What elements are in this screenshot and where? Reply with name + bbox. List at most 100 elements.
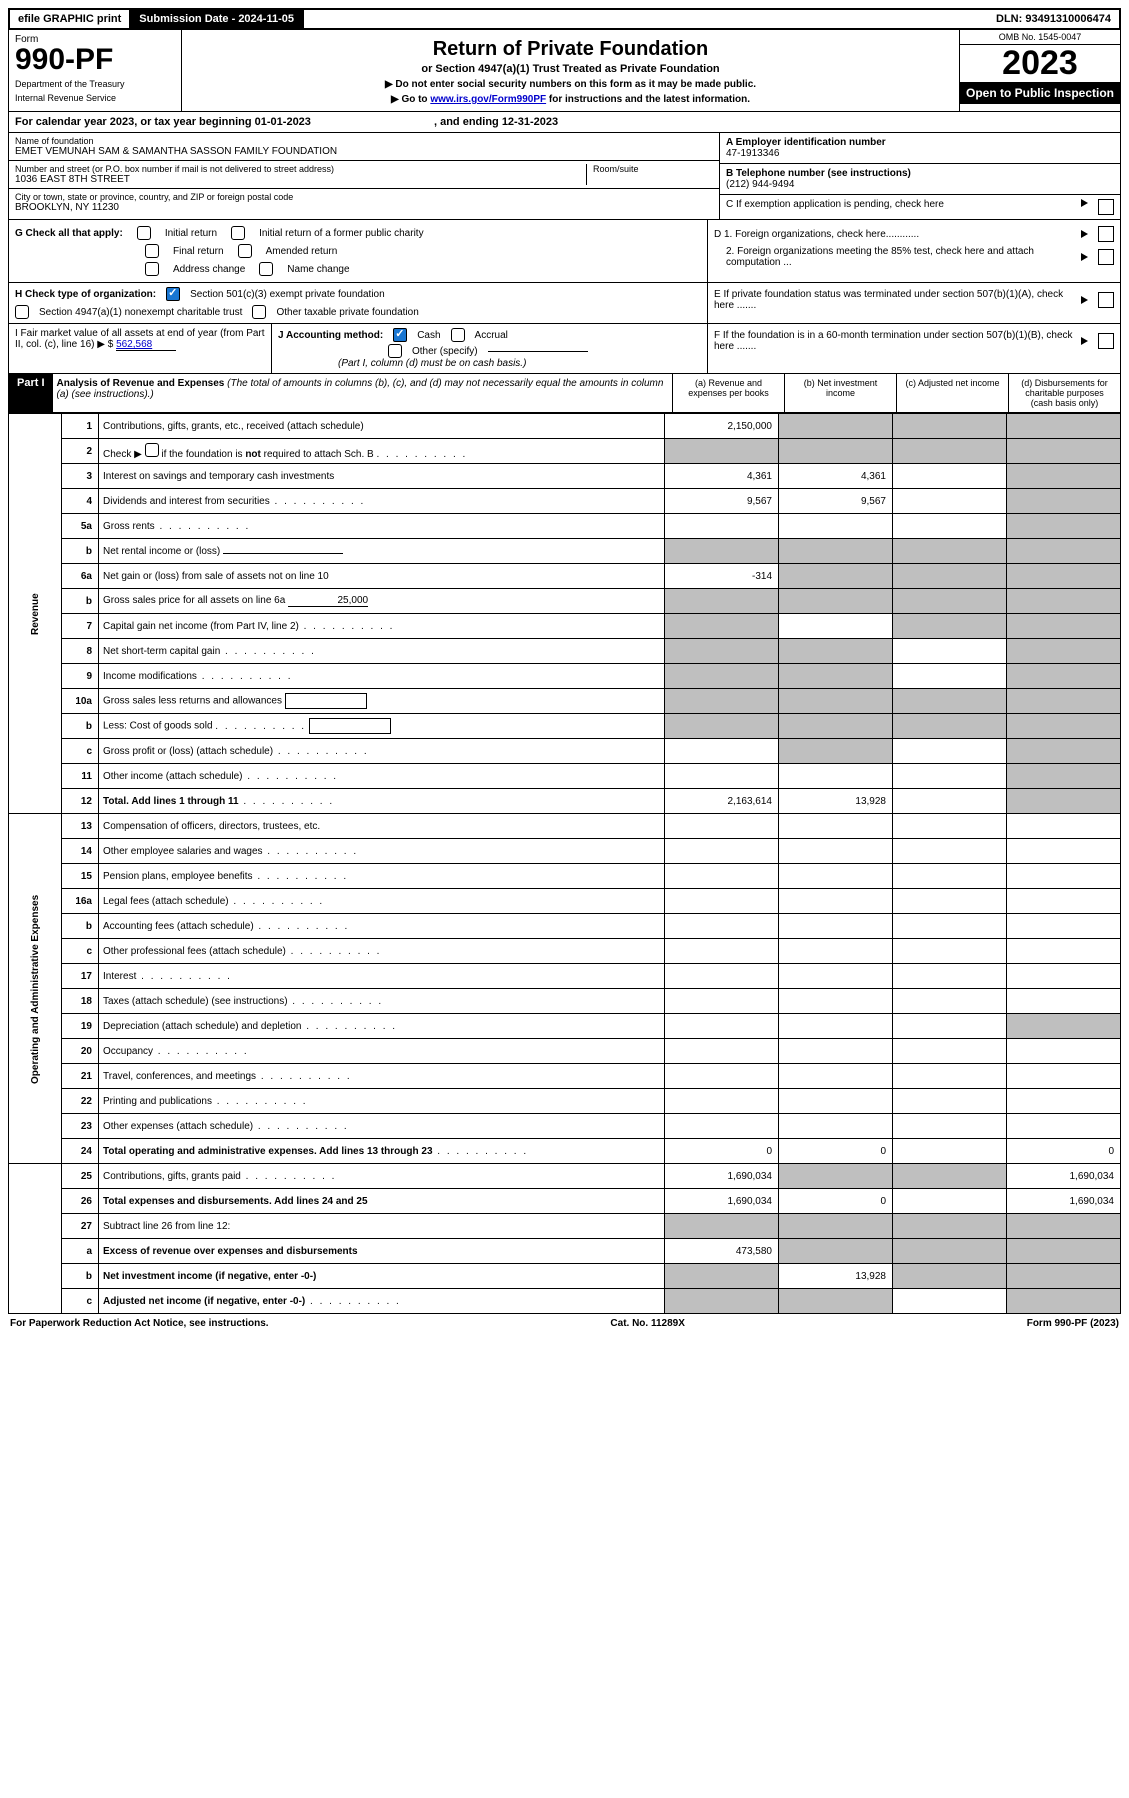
row-num: 8 xyxy=(62,639,99,664)
table-row: b Gross sales price for all assets on li… xyxy=(9,589,1121,614)
g-o3: Final return xyxy=(173,246,224,257)
table-row: 18Taxes (attach schedule) (see instructi… xyxy=(9,989,1121,1014)
h-e-row: H Check type of organization: Section 50… xyxy=(8,283,1121,324)
d1-checkbox[interactable] xyxy=(1098,226,1114,242)
row-desc: Gross sales price for all assets on line… xyxy=(99,589,665,614)
arrow-icon xyxy=(1081,296,1088,304)
row-num: 24 xyxy=(62,1139,99,1164)
row-desc: Capital gain net income (from Part IV, l… xyxy=(99,614,665,639)
row-num: 19 xyxy=(62,1014,99,1039)
row-amt-b: 0 xyxy=(779,1139,893,1164)
row-desc: Net investment income (if negative, ente… xyxy=(99,1264,665,1289)
row-desc: Total operating and administrative expen… xyxy=(99,1139,665,1164)
expenses-side-label: Operating and Administrative Expenses xyxy=(9,814,62,1164)
part1-table: Revenue 1 Contributions, gifts, grants, … xyxy=(8,413,1121,1314)
c-checkbox[interactable] xyxy=(1098,199,1114,215)
addr-value: 1036 EAST 8TH STREET xyxy=(15,174,586,185)
omb-label: OMB No. 1545-0047 xyxy=(960,30,1120,45)
g-final-checkbox[interactable] xyxy=(145,244,159,258)
schb-checkbox[interactable] xyxy=(145,443,159,457)
calendar-year-row: For calendar year 2023, or tax year begi… xyxy=(8,112,1121,133)
h-4947-checkbox[interactable] xyxy=(15,305,29,319)
part1-label: Part I xyxy=(9,374,53,412)
i-value[interactable]: 562,568 xyxy=(116,339,176,351)
table-row: c Adjusted net income (if negative, ente… xyxy=(9,1289,1121,1314)
foundation-name-cell: Name of foundation EMET VEMUNAH SAM & SA… xyxy=(9,133,719,161)
j-accrual-checkbox[interactable] xyxy=(451,328,465,342)
g-address-checkbox[interactable] xyxy=(145,262,159,276)
table-row: 22Printing and publications xyxy=(9,1089,1121,1114)
form-header: Form 990-PF Department of the Treasury I… xyxy=(8,30,1121,112)
g-initial-checkbox[interactable] xyxy=(137,226,151,240)
h-o2: Section 4947(a)(1) nonexempt charitable … xyxy=(39,307,242,318)
row-desc: Interest on savings and temporary cash i… xyxy=(99,464,665,489)
row-num: c xyxy=(62,939,99,964)
table-row: 14Other employee salaries and wages xyxy=(9,839,1121,864)
section-j: J Accounting method: Cash Accrual Other … xyxy=(272,324,707,373)
arrow-icon xyxy=(1081,337,1088,345)
row-desc: Net short-term capital gain xyxy=(99,639,665,664)
row-num: c xyxy=(62,739,99,764)
section-d: D 1. Foreign organizations, check here..… xyxy=(707,220,1120,282)
info-grid: Name of foundation EMET VEMUNAH SAM & SA… xyxy=(8,133,1121,220)
col-c-header: (c) Adjusted net income xyxy=(896,374,1008,412)
h-other-checkbox[interactable] xyxy=(252,305,266,319)
row-desc: Net gain or (loss) from sale of assets n… xyxy=(99,564,665,589)
row-desc: Occupancy xyxy=(99,1039,665,1064)
form990pf-link[interactable]: www.irs.gov/Form990PF xyxy=(430,94,546,105)
form-subtitle: or Section 4947(a)(1) Trust Treated as P… xyxy=(188,63,953,75)
g-initial-former-checkbox[interactable] xyxy=(231,226,245,240)
row-num: 12 xyxy=(62,789,99,814)
h-o3: Other taxable private foundation xyxy=(276,307,418,318)
part1-desc: Analysis of Revenue and Expenses (The to… xyxy=(53,374,672,412)
row-desc: Other income (attach schedule) xyxy=(99,764,665,789)
row-desc: Taxes (attach schedule) (see instruction… xyxy=(99,989,665,1014)
row-amt-a: 473,580 xyxy=(665,1239,779,1264)
footer-right: Form 990-PF (2023) xyxy=(1027,1318,1119,1329)
j-lead: J Accounting method: xyxy=(278,330,383,341)
arrow-icon xyxy=(1081,199,1088,207)
row-amt-b: 4,361 xyxy=(779,464,893,489)
row-num: b xyxy=(62,714,99,739)
section-h: H Check type of organization: Section 50… xyxy=(9,283,707,323)
row-desc: Net rental income or (loss) xyxy=(99,539,665,564)
row-desc: Travel, conferences, and meetings xyxy=(99,1064,665,1089)
g-lead: G Check all that apply: xyxy=(15,228,123,239)
g-o4: Amended return xyxy=(266,246,338,257)
revenue-side-label: Revenue xyxy=(9,414,62,814)
row-amt-b xyxy=(779,414,893,439)
row-num: 4 xyxy=(62,489,99,514)
e-checkbox[interactable] xyxy=(1098,292,1114,308)
g-name-checkbox[interactable] xyxy=(259,262,273,276)
phone-value: (212) 944-9494 xyxy=(726,179,911,190)
row-desc: Total expenses and disbursements. Add li… xyxy=(99,1189,665,1214)
col-d-header: (d) Disbursements for charitable purpose… xyxy=(1008,374,1120,412)
row-num: 13 xyxy=(62,814,99,839)
table-row: 6a Net gain or (loss) from sale of asset… xyxy=(9,564,1121,589)
row-desc: Income modifications xyxy=(99,664,665,689)
f-checkbox[interactable] xyxy=(1098,333,1114,349)
h-501c3-checkbox[interactable] xyxy=(166,287,180,301)
table-row: a Excess of revenue over expenses and di… xyxy=(9,1239,1121,1264)
efile-label[interactable]: efile GRAPHIC print xyxy=(10,10,131,28)
submission-date: Submission Date - 2024-11-05 xyxy=(131,10,304,28)
d2-checkbox[interactable] xyxy=(1098,249,1114,265)
g-amended-checkbox[interactable] xyxy=(238,244,252,258)
j-cash-checkbox[interactable] xyxy=(393,328,407,342)
open-public-label: Open to Public Inspection xyxy=(960,82,1120,104)
row-num: 22 xyxy=(62,1089,99,1114)
g-o6: Name change xyxy=(287,264,349,275)
row-num: 17 xyxy=(62,964,99,989)
row-desc: Subtract line 26 from line 12: xyxy=(99,1214,665,1239)
section-i: I Fair market value of all assets at end… xyxy=(9,324,272,373)
table-row: 5a Gross rents xyxy=(9,514,1121,539)
row-desc: Less: Cost of goods sold xyxy=(99,714,665,739)
row-amt-d xyxy=(1007,414,1121,439)
table-row: 11 Other income (attach schedule) xyxy=(9,764,1121,789)
h-lead: H Check type of organization: xyxy=(15,289,156,300)
j-other-checkbox[interactable] xyxy=(388,344,402,358)
row-num: 1 xyxy=(62,414,99,439)
row-amt-a: 4,361 xyxy=(665,464,779,489)
row-amt-a: 9,567 xyxy=(665,489,779,514)
row-num: 15 xyxy=(62,864,99,889)
